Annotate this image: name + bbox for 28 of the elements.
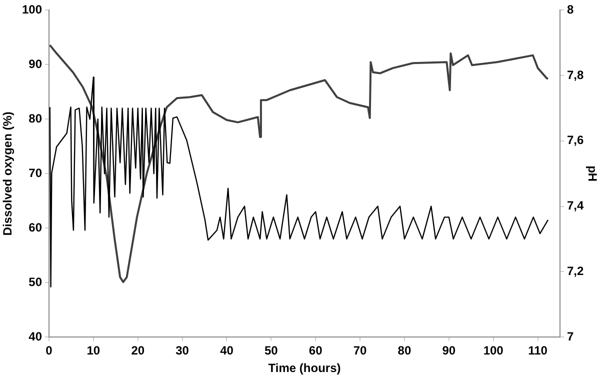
- y2-tick-label: 7,6: [567, 133, 584, 148]
- x-axis-title: Time (hours): [268, 361, 341, 376]
- y2-tick-label: 8: [567, 2, 574, 17]
- x-tick-label: 70: [353, 344, 368, 358]
- x-tick-label: 110: [528, 344, 548, 358]
- x-tick-label: 20: [131, 344, 145, 358]
- y2-axis-title: pH: [585, 166, 600, 182]
- y-tick-label: 90: [28, 56, 42, 71]
- x-tick-label: 100: [483, 344, 504, 358]
- x-tick-label: 50: [264, 344, 278, 358]
- y-tick-label: 50: [28, 274, 42, 289]
- x-tick-label: 90: [442, 344, 456, 358]
- y2-tick-label: 7: [567, 329, 574, 344]
- x-tick-label: 60: [308, 344, 323, 358]
- y-tick-label: 60: [28, 220, 42, 234]
- x-tick-label: 10: [86, 344, 100, 358]
- y2-tick-label: 7,8: [567, 68, 584, 82]
- y2-tick-label: 7,2: [567, 264, 584, 278]
- y-tick-label: 70: [28, 166, 42, 180]
- x-tick-label: 30: [176, 344, 190, 358]
- y-tick-label: 40: [28, 329, 42, 344]
- x-tick-label: 0: [46, 344, 53, 358]
- y-tick-label: 100: [22, 2, 42, 17]
- x-tick-label: 40: [220, 344, 234, 358]
- y2-tick-label: 7,4: [567, 198, 584, 213]
- y-tick-label: 80: [28, 111, 42, 126]
- y-axis-title: Dissolved oxygen (%): [0, 112, 15, 236]
- x-tick-label: 80: [398, 344, 412, 358]
